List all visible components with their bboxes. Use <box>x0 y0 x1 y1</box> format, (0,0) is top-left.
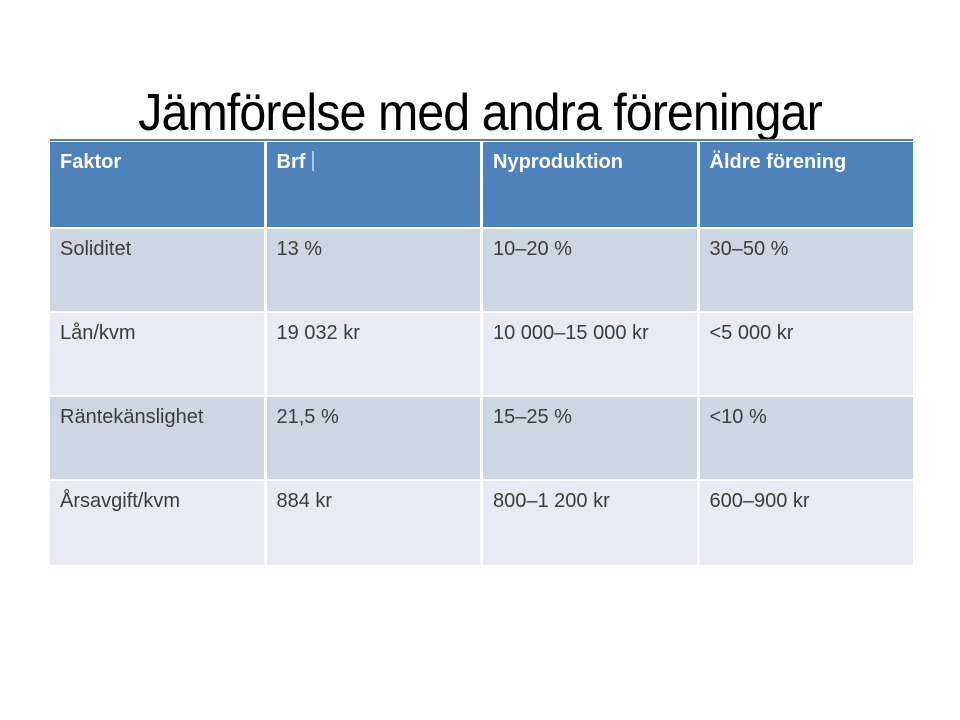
table-cell-row-label: Årsavgift/kvm <box>50 481 264 565</box>
table-cell-value: 15–25 % <box>483 397 697 479</box>
table-grid: Faktor Brf Nyproduktion Äldre förening S… <box>50 142 913 565</box>
table-cell-value: 30–50 % <box>699 229 913 311</box>
column-header-faktor: Faktor <box>50 142 264 227</box>
table-cell-value: 10–20 % <box>483 229 697 311</box>
table-top-border <box>50 139 913 141</box>
table-cell-value: <10 % <box>699 397 913 479</box>
table-cell-row-label: Lån/kvm <box>50 313 264 395</box>
column-header-label: Faktor <box>60 151 122 173</box>
table-cell-value: 21,5 % <box>266 397 480 479</box>
column-header-label: Äldre förening <box>709 151 847 173</box>
table-cell-value: 13 % <box>266 229 480 311</box>
column-header-aldre-forening: Äldre förening <box>699 142 913 227</box>
comparison-table: Faktor Brf Nyproduktion Äldre förening S… <box>50 139 913 565</box>
column-header-label: Nyproduktion <box>493 151 623 173</box>
table-cell-value: 19 032 kr <box>266 313 480 395</box>
table-cell-row-label: Soliditet <box>50 229 264 311</box>
table-cell-value: 800–1 200 kr <box>483 481 697 565</box>
text-cursor-bar <box>312 151 315 171</box>
table-cell-value: 884 kr <box>266 481 480 565</box>
slide-title: Jämförelse med andra föreningar <box>138 83 822 142</box>
table-cell-value: <5 000 kr <box>699 313 913 395</box>
table-cell-row-label: Räntekänslighet <box>50 397 264 479</box>
table-cell-value: 10 000–15 000 kr <box>483 313 697 395</box>
column-header-label: Brf <box>276 151 306 173</box>
table-cell-value: 600–900 kr <box>699 481 913 565</box>
column-header-nyproduktion: Nyproduktion <box>483 142 697 227</box>
column-header-brf: Brf <box>266 142 480 227</box>
